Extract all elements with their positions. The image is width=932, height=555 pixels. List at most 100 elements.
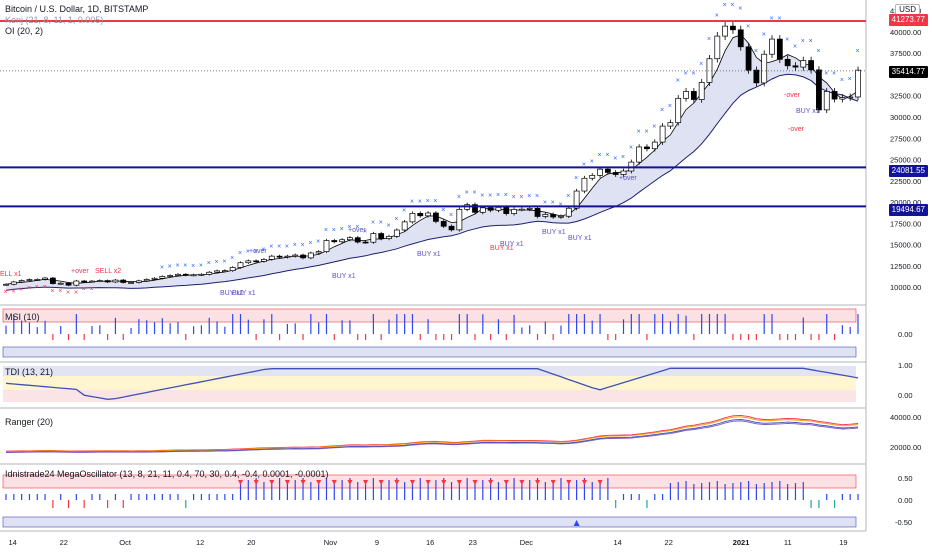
signal-buy-e: BUY x1 xyxy=(490,245,514,252)
ranger-pane-label[interactable]: Ranger (20) xyxy=(5,417,54,427)
candle-body xyxy=(307,252,314,259)
candle-body xyxy=(565,207,572,217)
buy-marker-icon: × xyxy=(558,201,562,208)
sell-triangle-icon xyxy=(441,480,447,485)
candle-body xyxy=(128,282,134,284)
signal-labels: ELL x1 +over SELL x2 +over BUY x1 BUY x1… xyxy=(0,92,820,297)
candle-body xyxy=(495,207,502,211)
candle-body xyxy=(198,273,205,276)
buy-marker-icon: × xyxy=(566,193,570,200)
time-axis[interactable]: 14 22 Oct 12 20 Nov 9 16 23 Dec 14 22 2021 11 19 xyxy=(9,538,848,547)
buy-marker-icon: × xyxy=(707,36,711,43)
msi-upper-band xyxy=(2,308,857,323)
buy-marker-icon: × xyxy=(301,242,305,249)
price-tag-resistance: 41273.77 xyxy=(888,14,928,26)
msi-pane-label[interactable]: MSI (10) xyxy=(5,312,40,322)
candle-body xyxy=(214,270,220,273)
candle-body xyxy=(89,280,95,283)
candle-body xyxy=(300,254,306,259)
signal-buy-h: BUY x1 xyxy=(568,235,592,242)
sell-triangle-icon xyxy=(535,480,541,485)
candle-body xyxy=(135,280,142,283)
candle-body xyxy=(386,235,392,239)
sell-triangle-icon xyxy=(488,480,494,485)
mega-lower-band xyxy=(2,516,857,528)
buy-marker-icon: × xyxy=(488,193,492,200)
buy-marker-icon: × xyxy=(246,248,250,255)
candle-body xyxy=(745,46,752,71)
time-axis-tick: Dec xyxy=(520,538,534,547)
buy-marker-icon: × xyxy=(504,192,508,199)
candle-body xyxy=(245,260,252,264)
candle-body xyxy=(503,207,510,214)
time-axis-tick: 16 xyxy=(426,538,434,547)
msi-tick-0: 0.00 xyxy=(898,330,913,339)
candle-body xyxy=(143,279,150,282)
buy-marker-icon: × xyxy=(519,194,523,201)
buy-marker-icon: × xyxy=(777,15,781,22)
candle-body xyxy=(347,237,353,241)
price-tag-last: 35414.77 xyxy=(888,66,928,78)
candle-body xyxy=(284,255,291,258)
buy-marker-icon: × xyxy=(238,250,242,257)
sell-triangle-icon xyxy=(566,480,572,485)
price-axis-tick: 15000.00 xyxy=(890,241,921,250)
candle-body xyxy=(597,168,603,176)
time-axis-tick: 22 xyxy=(60,538,68,547)
tdi-lower-band xyxy=(3,390,856,402)
buy-marker-icon: × xyxy=(394,216,398,223)
horizontal-levels[interactable] xyxy=(0,19,866,208)
buy-marker-icon: × xyxy=(660,107,664,114)
tdi-main-line xyxy=(5,367,859,400)
price-axis-tick: 10000.00 xyxy=(890,283,921,292)
candle-body xyxy=(698,82,705,100)
candle-body xyxy=(65,282,72,286)
buy-marker-icon: × xyxy=(457,194,461,201)
sell-marker-icon: × xyxy=(50,288,54,295)
candle-body xyxy=(425,212,431,217)
indicator-kenj-label[interactable]: Kenj (21, 8, 11, 1, 0.005) xyxy=(5,15,104,25)
candle-body xyxy=(808,60,814,71)
candle-body xyxy=(34,279,41,281)
candle-body xyxy=(104,280,111,283)
sell-marker-icon: × xyxy=(19,286,23,293)
buy-marker-icon: × xyxy=(809,38,813,45)
candle-body xyxy=(393,229,400,237)
signal-buy-f: BUY x1 xyxy=(500,241,524,248)
ranger-tick-40000: 40000.00 xyxy=(890,413,921,422)
candle-body xyxy=(722,25,729,37)
sell-triangle-icon xyxy=(331,480,337,485)
buy-marker-icon: × xyxy=(582,162,586,169)
buy-marker-icon: × xyxy=(668,103,672,110)
candle-body xyxy=(518,208,525,211)
candle-body xyxy=(855,69,861,98)
candle-body xyxy=(190,274,197,277)
candle-body xyxy=(448,225,455,231)
buy-marker-icon: × xyxy=(418,198,422,205)
mega-pane-label[interactable]: Idnistrade24 MegaOscillator (13, 8, 21, … xyxy=(5,469,329,479)
pane-axis-ticks: 0.00 1.00 0.00 40000.00 20000.00 0.50 0.… xyxy=(890,330,921,527)
candle-body xyxy=(769,38,775,55)
candle-body xyxy=(667,122,674,127)
price-axis-tick: 17500.00 xyxy=(890,219,921,228)
candle-body xyxy=(409,212,416,223)
candle-body xyxy=(331,240,338,243)
candle-body xyxy=(362,241,369,244)
time-axis-tick: Nov xyxy=(324,538,338,547)
sell-triangle-icon xyxy=(394,480,400,485)
price-axis-tick: 20000.00 xyxy=(890,198,921,207)
buy-marker-icon: × xyxy=(848,76,852,83)
sell-triangle-icon xyxy=(503,480,509,485)
buy-marker-icon: × xyxy=(590,159,594,166)
price-axis-tick: 22500.00 xyxy=(890,177,921,186)
time-axis-tick: 11 xyxy=(784,538,792,547)
candle-body xyxy=(847,96,854,99)
indicator-oi-label[interactable]: OI (20, 2) xyxy=(5,26,44,36)
candle-body xyxy=(96,280,103,282)
buy-marker-icon: × xyxy=(441,207,445,214)
tdi-pane-label[interactable]: TDI (13, 21) xyxy=(5,367,54,377)
candle-body xyxy=(558,215,564,218)
candle-body xyxy=(690,91,697,100)
candle-body xyxy=(73,280,80,286)
